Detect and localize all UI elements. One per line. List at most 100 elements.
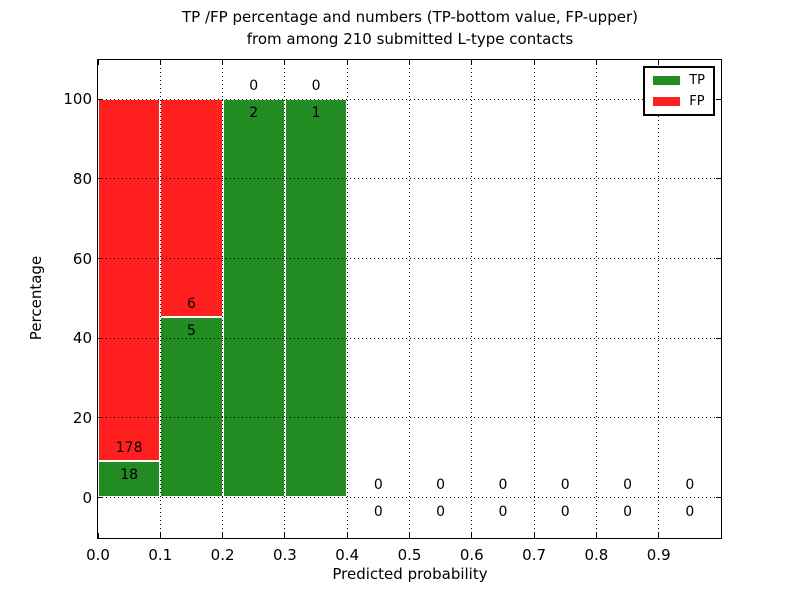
x-tick-label: 0.4 — [335, 546, 360, 564]
vertical-gridline — [284, 60, 286, 538]
fp-count-label: 6 — [186, 295, 196, 312]
tp-count-label: 1 — [311, 105, 321, 122]
y-tick-mark — [716, 417, 721, 419]
y-tick-mark — [716, 497, 721, 498]
x-tick-mark — [346, 533, 348, 538]
tp-count-label: 0 — [373, 503, 383, 520]
x-tick-mark — [471, 533, 473, 538]
x-tick-mark — [658, 60, 660, 65]
legend-label-tp: TP — [689, 73, 705, 88]
x-tick-mark — [471, 60, 473, 65]
legend-entry: FP — [653, 95, 705, 108]
tp-count-label: 0 — [498, 503, 508, 520]
y-tick-label: 100 — [63, 90, 92, 109]
tp-count-label: 5 — [186, 322, 196, 339]
legend-swatch-fp — [653, 97, 681, 106]
x-tick-mark — [595, 60, 597, 65]
legend-entry: TP — [653, 74, 705, 87]
y-axis-label: Percentage — [27, 255, 45, 341]
y-tick-mark — [98, 258, 103, 260]
legend: TP FP — [643, 66, 715, 116]
x-tick-mark — [533, 60, 535, 65]
horizontal-gridline — [98, 497, 721, 498]
tp-count-label: 2 — [249, 105, 259, 122]
bar-segment-fp — [160, 99, 223, 317]
y-tick-mark — [716, 178, 721, 180]
x-tick-label: 0.8 — [584, 546, 609, 564]
fp-count-label: 0 — [436, 476, 446, 493]
x-tick-label: 0.9 — [646, 546, 671, 564]
y-tick-label: 40 — [72, 329, 92, 348]
chart-title: TP /FP percentage and numbers (TP-bottom… — [97, 6, 723, 50]
x-tick-mark — [159, 533, 161, 538]
tp-count-label: 0 — [560, 503, 570, 520]
x-tick-mark — [222, 60, 224, 65]
bar-segment-tp — [98, 460, 161, 498]
x-tick-mark — [346, 60, 348, 65]
horizontal-gridline — [98, 417, 721, 419]
vertical-gridline — [409, 60, 410, 538]
x-tick-mark — [284, 60, 286, 65]
x-tick-mark — [97, 60, 99, 65]
bar-segment-tp — [222, 99, 285, 498]
fp-count-label: 0 — [249, 78, 259, 95]
chart-title-line2: from among 210 submitted L-type contacts — [246, 30, 574, 48]
x-tick-label: 0.7 — [522, 546, 547, 564]
fp-count-label: 0 — [623, 476, 633, 493]
vertical-gridline — [658, 60, 660, 538]
tp-count-label: 0 — [436, 503, 446, 520]
vertical-gridline — [471, 60, 473, 538]
horizontal-gridline — [98, 258, 721, 260]
fp-count-label: 0 — [560, 476, 570, 493]
x-tick-mark — [97, 533, 99, 538]
legend-label-fp: FP — [689, 94, 705, 109]
x-tick-mark — [533, 533, 535, 538]
bar-segment-tp — [160, 316, 223, 498]
y-tick-mark — [98, 497, 103, 498]
vertical-gridline — [222, 60, 224, 538]
bar-segment-tp — [284, 99, 348, 498]
vertical-gridline — [533, 60, 535, 538]
x-axis-label: Predicted probability — [332, 565, 488, 583]
y-tick-mark — [98, 417, 103, 419]
y-tick-mark — [98, 98, 103, 100]
fp-count-label: 0 — [498, 476, 508, 493]
horizontal-gridline — [98, 337, 721, 339]
x-tick-mark — [159, 60, 161, 65]
y-tick-mark — [716, 337, 721, 339]
vertical-gridline — [595, 60, 597, 538]
plot-area: TP FP 178 18 6 5 0 2 0 1 0 0 0 0 0 0 0 0 0 0 0 0 — [97, 59, 722, 539]
fp-count-label: 0 — [311, 78, 321, 95]
x-tick-mark — [222, 533, 224, 538]
y-tick-label: 60 — [72, 249, 92, 268]
fp-count-label: 0 — [373, 476, 383, 493]
y-tick-label: 80 — [72, 169, 92, 188]
y-tick-mark — [98, 337, 103, 339]
horizontal-gridline — [98, 178, 721, 180]
tp-count-label: 0 — [685, 503, 695, 520]
x-tick-mark — [284, 533, 286, 538]
x-tick-label: 0.6 — [459, 546, 484, 564]
y-tick-label: 0 — [82, 488, 92, 507]
x-tick-label: 0.5 — [397, 546, 422, 564]
y-tick-mark — [98, 178, 103, 180]
chart-title-line1: TP /FP percentage and numbers (TP-bottom… — [182, 8, 638, 26]
x-tick-mark — [409, 533, 410, 538]
tp-count-label: 18 — [120, 466, 139, 483]
y-tick-label: 20 — [72, 408, 92, 427]
x-tick-label: 0.1 — [148, 546, 173, 564]
x-tick-mark — [595, 533, 597, 538]
legend-swatch-tp — [653, 76, 681, 85]
fp-count-label: 178 — [115, 439, 143, 456]
x-tick-label: 0.0 — [86, 546, 110, 564]
x-tick-mark — [409, 60, 410, 65]
fp-count-label: 0 — [685, 476, 695, 493]
vertical-gridline — [346, 60, 348, 538]
y-tick-mark — [716, 98, 721, 100]
horizontal-gridline — [98, 98, 721, 100]
x-tick-mark — [658, 533, 660, 538]
x-tick-label: 0.3 — [272, 546, 297, 564]
bar-segment-fp — [98, 99, 161, 461]
x-tick-label: 0.2 — [210, 546, 235, 564]
